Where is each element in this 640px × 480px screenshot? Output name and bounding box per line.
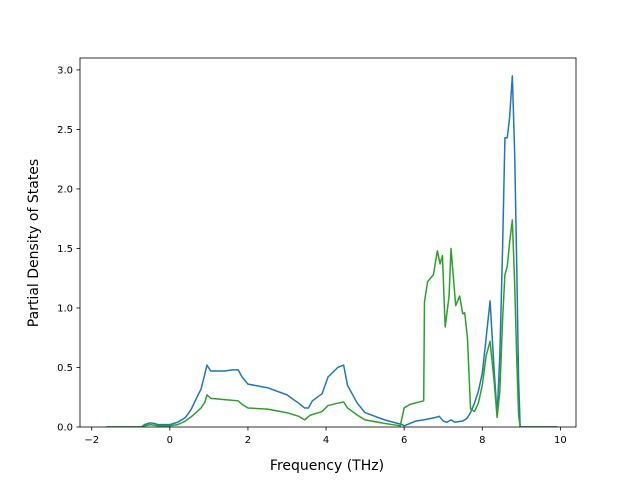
y-tick-label: 1.5 bbox=[57, 244, 73, 255]
y-tick-label: 1.0 bbox=[57, 303, 73, 314]
series-group bbox=[106, 75, 558, 427]
plot-frame bbox=[79, 57, 577, 428]
y-tick-label: 0.0 bbox=[57, 423, 73, 434]
y-tick-label: 2.5 bbox=[57, 125, 73, 136]
x-tick-label: 8 bbox=[479, 435, 485, 446]
x-tick-label: 4 bbox=[323, 435, 329, 446]
x-tick-label: 6 bbox=[401, 435, 407, 446]
x-axis: −2 0 2 4 6 8 10 bbox=[84, 427, 567, 446]
series-line-2 bbox=[106, 219, 558, 427]
x-tick-label: −2 bbox=[84, 435, 99, 446]
y-axis: 0.0 0.5 1.0 1.5 2.0 2.5 3.0 bbox=[57, 65, 80, 434]
y-axis-label: Partial Density of States bbox=[26, 159, 42, 327]
plot-area bbox=[79, 57, 577, 428]
series-line-1 bbox=[106, 75, 558, 427]
y-tick-label: 3.0 bbox=[57, 65, 73, 76]
y-tick-label: 2.0 bbox=[57, 184, 73, 195]
y-tick-label: 0.5 bbox=[57, 363, 73, 374]
x-tick-label: 0 bbox=[167, 435, 173, 446]
x-tick-label: 10 bbox=[554, 435, 567, 446]
x-tick-label: 2 bbox=[245, 435, 251, 446]
x-axis-label: Frequency (THz) bbox=[270, 458, 384, 474]
